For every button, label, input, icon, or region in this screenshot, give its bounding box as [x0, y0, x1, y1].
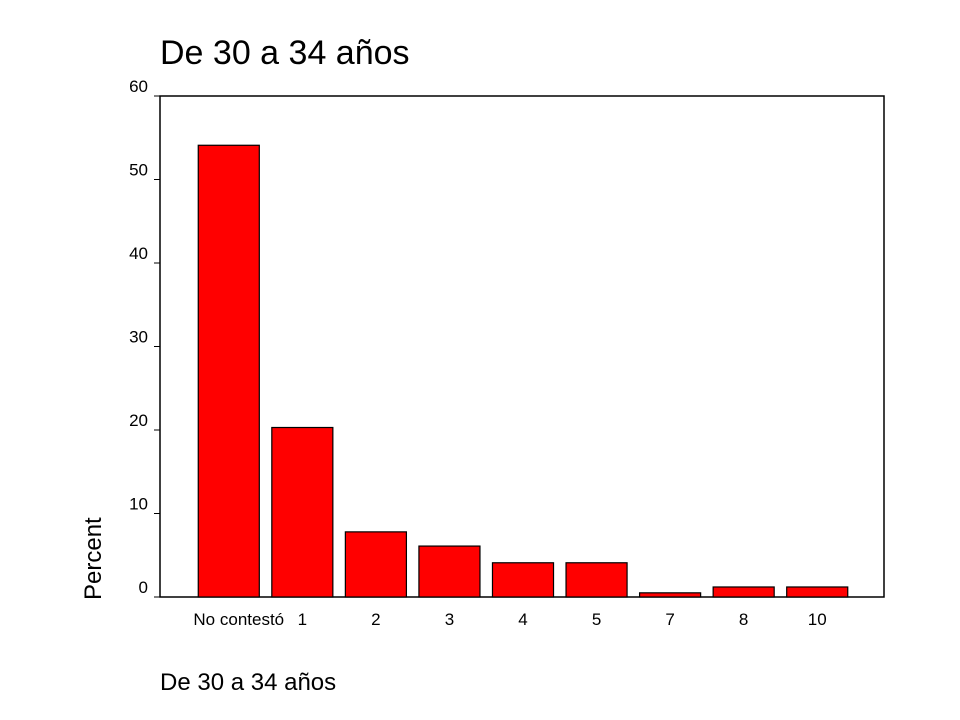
y-tick-label: 10: [129, 495, 148, 514]
bar: [271, 426, 334, 598]
y-tick-label: 20: [129, 411, 148, 430]
bar: [197, 144, 260, 598]
bar: [786, 586, 849, 598]
x-tick-label: 4: [518, 610, 527, 629]
x-tick-label: 5: [592, 610, 601, 629]
y-tick-label: 40: [129, 244, 148, 263]
y-axis-label: Percent: [80, 517, 107, 600]
y-tick-label: 60: [129, 77, 148, 96]
chart-title: De 30 a 34 años: [160, 34, 410, 72]
bar: [418, 545, 481, 598]
x-tick-label: 1: [298, 610, 307, 629]
x-tick-label: No contestó: [193, 610, 284, 629]
bar: [344, 531, 408, 598]
y-tick-label: 30: [129, 328, 148, 347]
x-tick-label: 10: [808, 610, 827, 629]
x-tick-label: 3: [445, 610, 454, 629]
bar: [712, 586, 775, 598]
y-tick-label: 0: [139, 578, 148, 597]
y-tick-label: 50: [129, 161, 148, 180]
bar: [638, 592, 702, 598]
x-tick-label: 2: [371, 610, 380, 629]
bar: [565, 562, 628, 598]
x-tick-label: 7: [665, 610, 674, 629]
x-tick-label: 8: [739, 610, 748, 629]
bar: [491, 562, 555, 598]
x-axis-label: De 30 a 34 años: [160, 669, 336, 696]
